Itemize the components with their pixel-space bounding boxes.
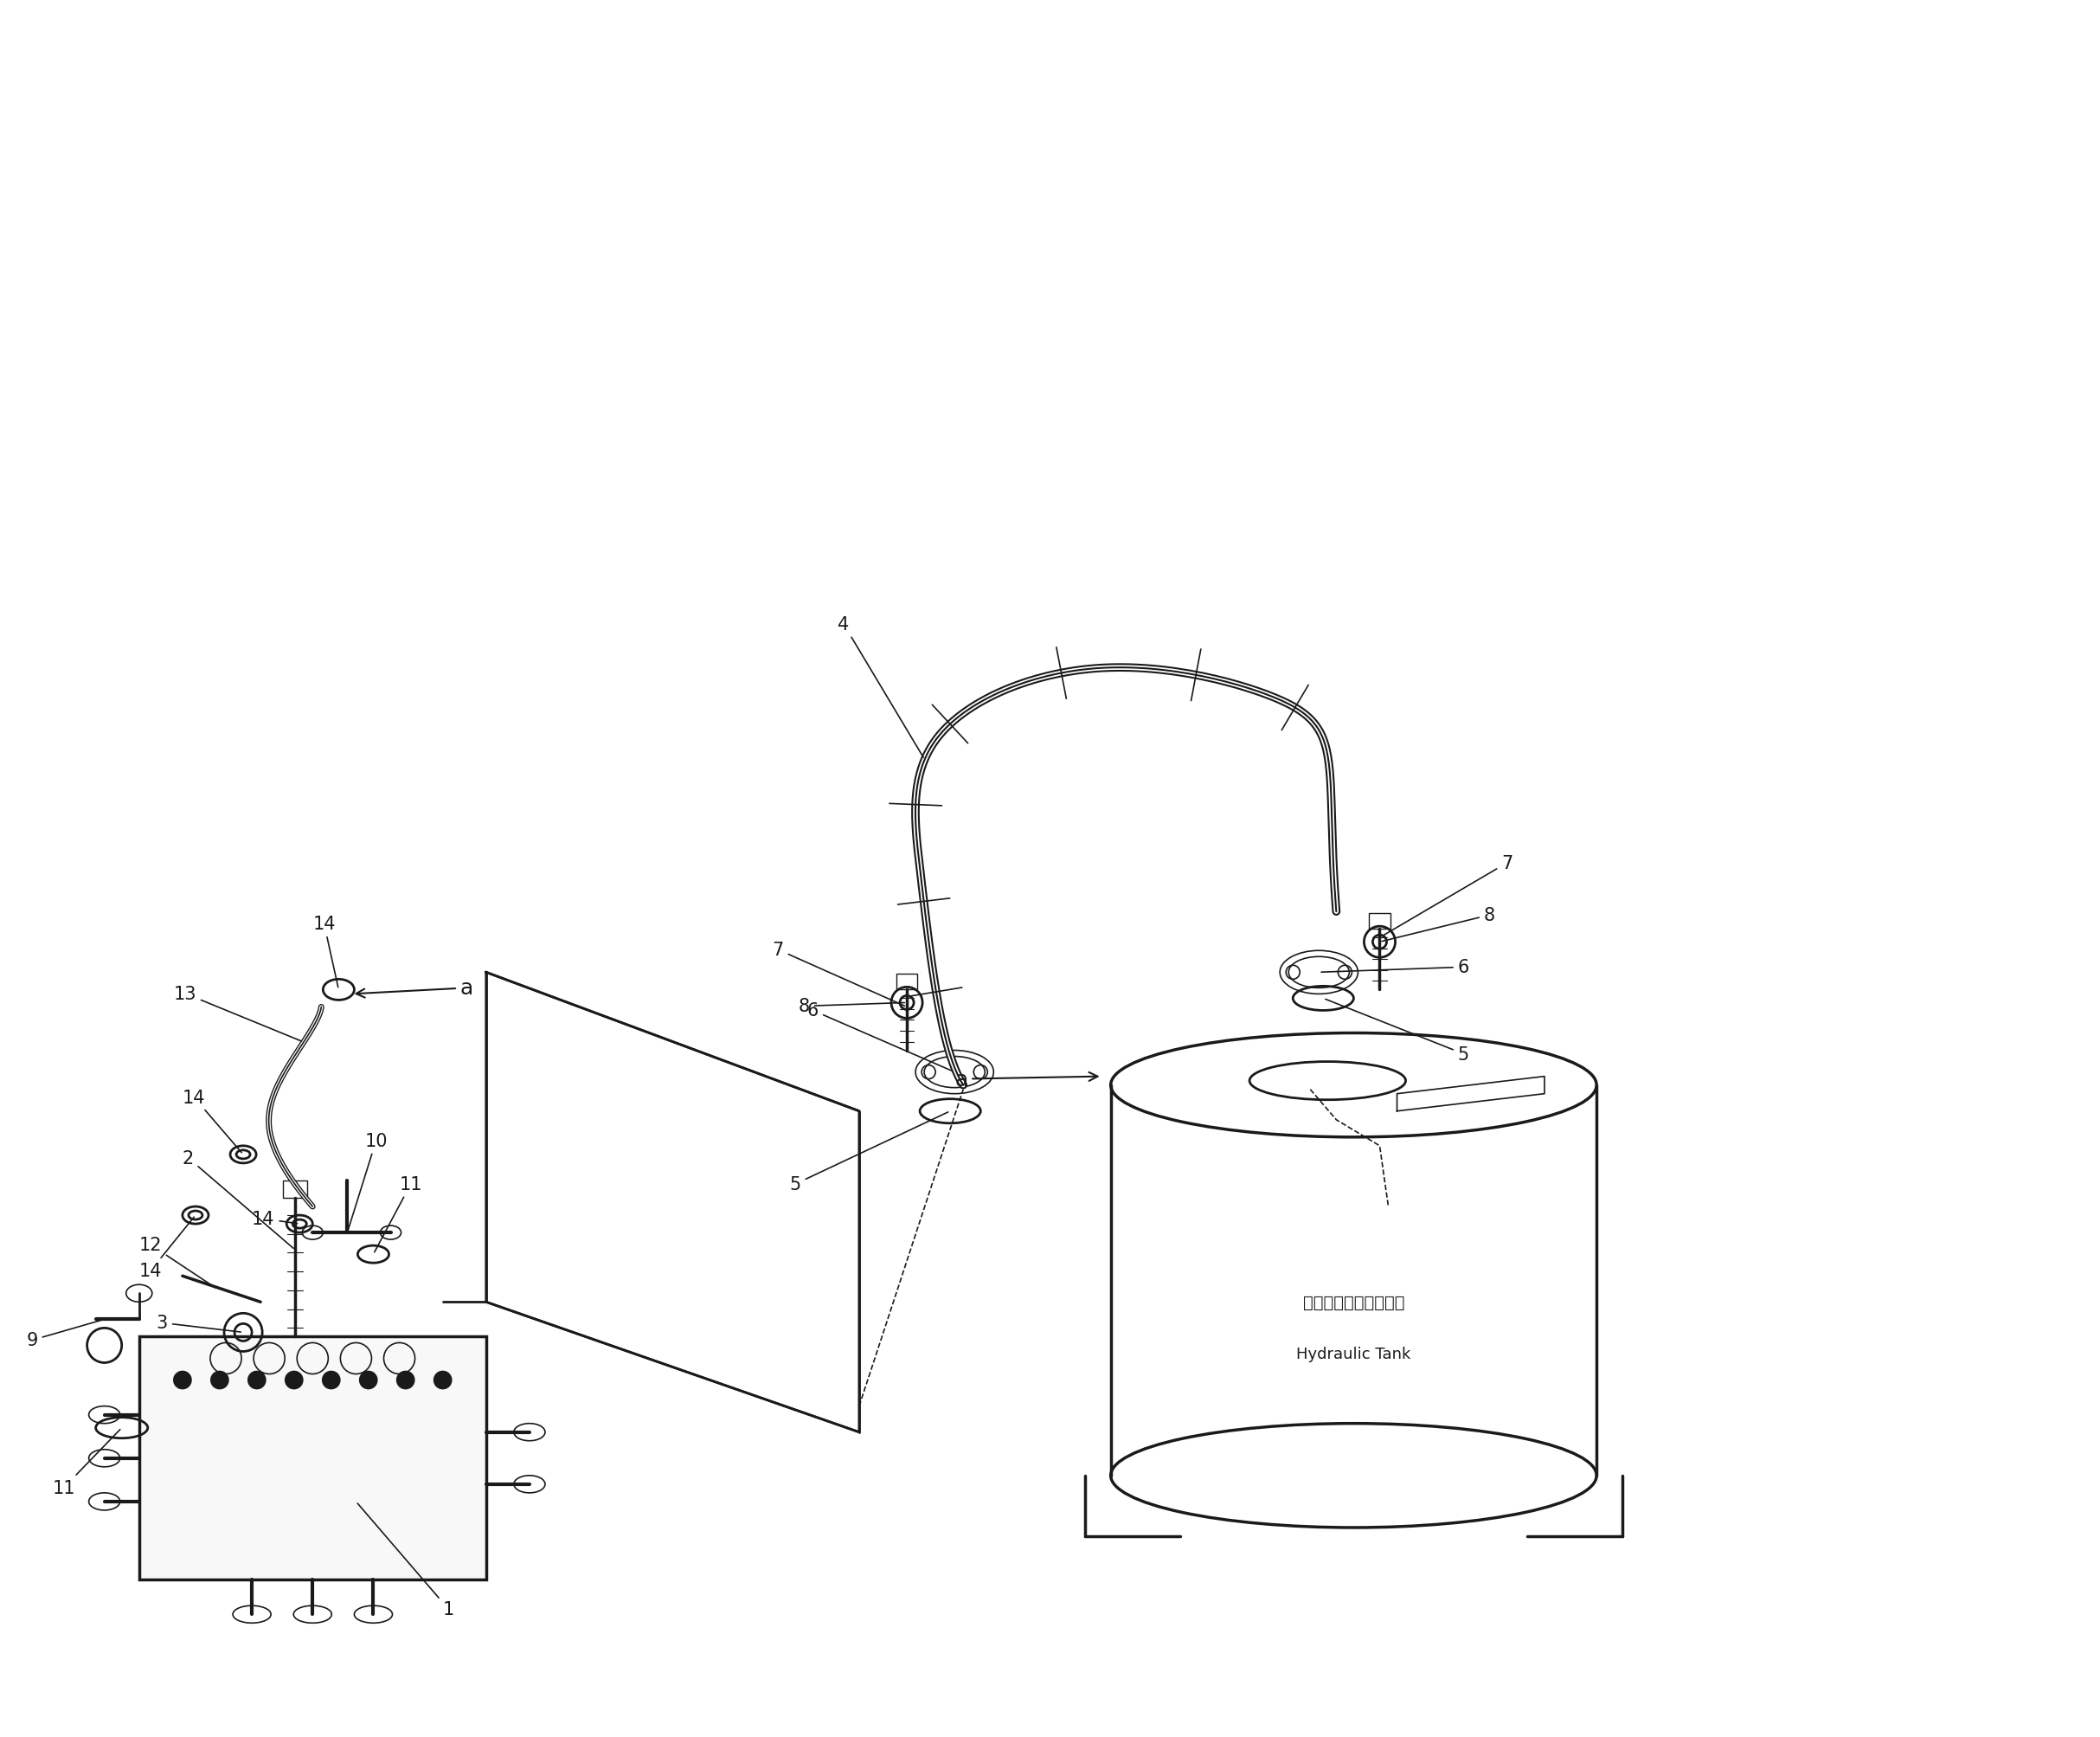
Text: 14: 14 bbox=[139, 1218, 193, 1280]
Text: 5: 5 bbox=[1325, 999, 1470, 1063]
Text: 8: 8 bbox=[1382, 907, 1495, 941]
Text: 2: 2 bbox=[183, 1150, 294, 1249]
Circle shape bbox=[248, 1372, 265, 1390]
Circle shape bbox=[397, 1372, 414, 1390]
Text: 12: 12 bbox=[139, 1237, 214, 1287]
Text: 14: 14 bbox=[252, 1211, 298, 1228]
Circle shape bbox=[323, 1372, 340, 1390]
Text: 6: 6 bbox=[1321, 959, 1470, 976]
Text: 11: 11 bbox=[52, 1430, 120, 1496]
Text: 8: 8 bbox=[798, 997, 905, 1014]
Text: ハイドロリックタンク: ハイドロリックタンク bbox=[1302, 1294, 1405, 1310]
Text: 3: 3 bbox=[155, 1315, 242, 1332]
Text: 7: 7 bbox=[773, 941, 905, 1006]
Text: 4: 4 bbox=[838, 617, 924, 757]
Text: Hydraulic Tank: Hydraulic Tank bbox=[1296, 1346, 1411, 1362]
Text: 14: 14 bbox=[313, 915, 338, 988]
Text: 14: 14 bbox=[183, 1089, 242, 1153]
Text: 6: 6 bbox=[806, 1002, 953, 1072]
Text: 1: 1 bbox=[357, 1504, 454, 1617]
FancyBboxPatch shape bbox=[284, 1181, 307, 1199]
Text: a: a bbox=[357, 978, 473, 999]
Circle shape bbox=[210, 1372, 229, 1390]
Text: 5: 5 bbox=[790, 1112, 947, 1193]
Text: a: a bbox=[956, 1068, 1098, 1089]
Circle shape bbox=[359, 1372, 378, 1390]
Text: 11: 11 bbox=[374, 1176, 422, 1252]
Text: 9: 9 bbox=[27, 1320, 103, 1350]
Text: 13: 13 bbox=[174, 985, 302, 1042]
Circle shape bbox=[435, 1372, 451, 1390]
Circle shape bbox=[174, 1372, 191, 1390]
Circle shape bbox=[286, 1372, 302, 1390]
Text: 7: 7 bbox=[1382, 855, 1512, 936]
Text: 10: 10 bbox=[349, 1133, 388, 1230]
FancyBboxPatch shape bbox=[139, 1337, 485, 1579]
